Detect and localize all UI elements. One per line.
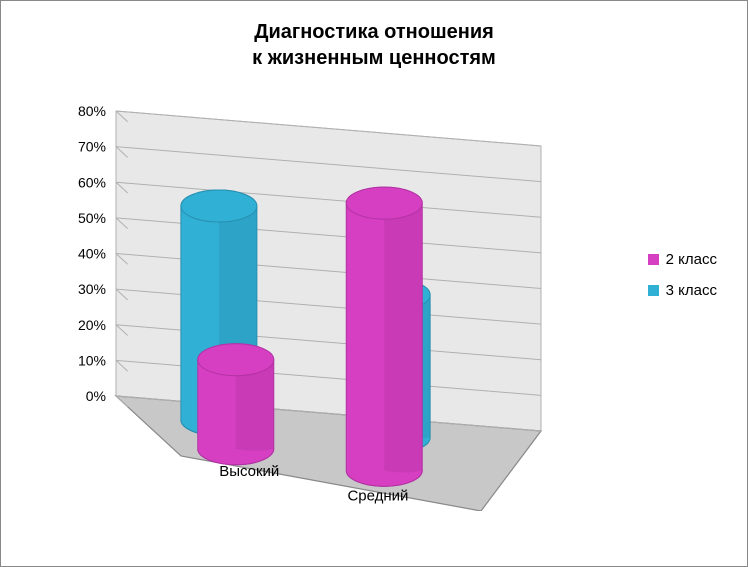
- legend: 2 класс 3 класс: [648, 251, 717, 313]
- ytick-label: 70%: [78, 139, 106, 155]
- ytick-label: 20%: [78, 317, 106, 333]
- category-label: Средний: [347, 488, 408, 505]
- title-line2: к жизненным ценностям: [252, 47, 496, 69]
- ytick-label: 30%: [78, 281, 106, 297]
- legend-label-0: 2 класс: [666, 251, 717, 268]
- legend-label-1: 3 класс: [666, 282, 717, 299]
- ytick-label: 50%: [78, 210, 106, 226]
- ytick-label: 10%: [78, 352, 106, 368]
- category-label: Высокий: [219, 463, 279, 480]
- plot-area: 0% 10% 20% 30% 40% 50% 60% 70% 80% Высокий Средний: [41, 91, 561, 511]
- legend-swatch-1: [648, 285, 659, 296]
- title-line1: Диагностика отношения: [254, 21, 494, 43]
- ytick-label: 60%: [78, 174, 106, 190]
- chart-container: Диагностика отношения к жизненным ценнос…: [0, 0, 748, 567]
- cyl-Высокий-2 класс-top: [198, 344, 274, 376]
- legend-item-0: 2 класс: [648, 251, 717, 268]
- cyl-Высокий-3 класс-top: [181, 190, 257, 222]
- chart-svg: 0% 10% 20% 30% 40% 50% 60% 70% 80% Высокий Средний: [41, 91, 561, 511]
- legend-swatch-0: [648, 254, 659, 265]
- legend-item-1: 3 класс: [648, 282, 717, 299]
- ytick-label: 0%: [86, 388, 106, 404]
- chart-title: Диагностика отношения к жизненным ценнос…: [1, 1, 747, 71]
- cyl-Средний-2 класс-top: [346, 187, 422, 219]
- ytick-label: 40%: [78, 246, 106, 262]
- ytick-label: 80%: [78, 103, 106, 119]
